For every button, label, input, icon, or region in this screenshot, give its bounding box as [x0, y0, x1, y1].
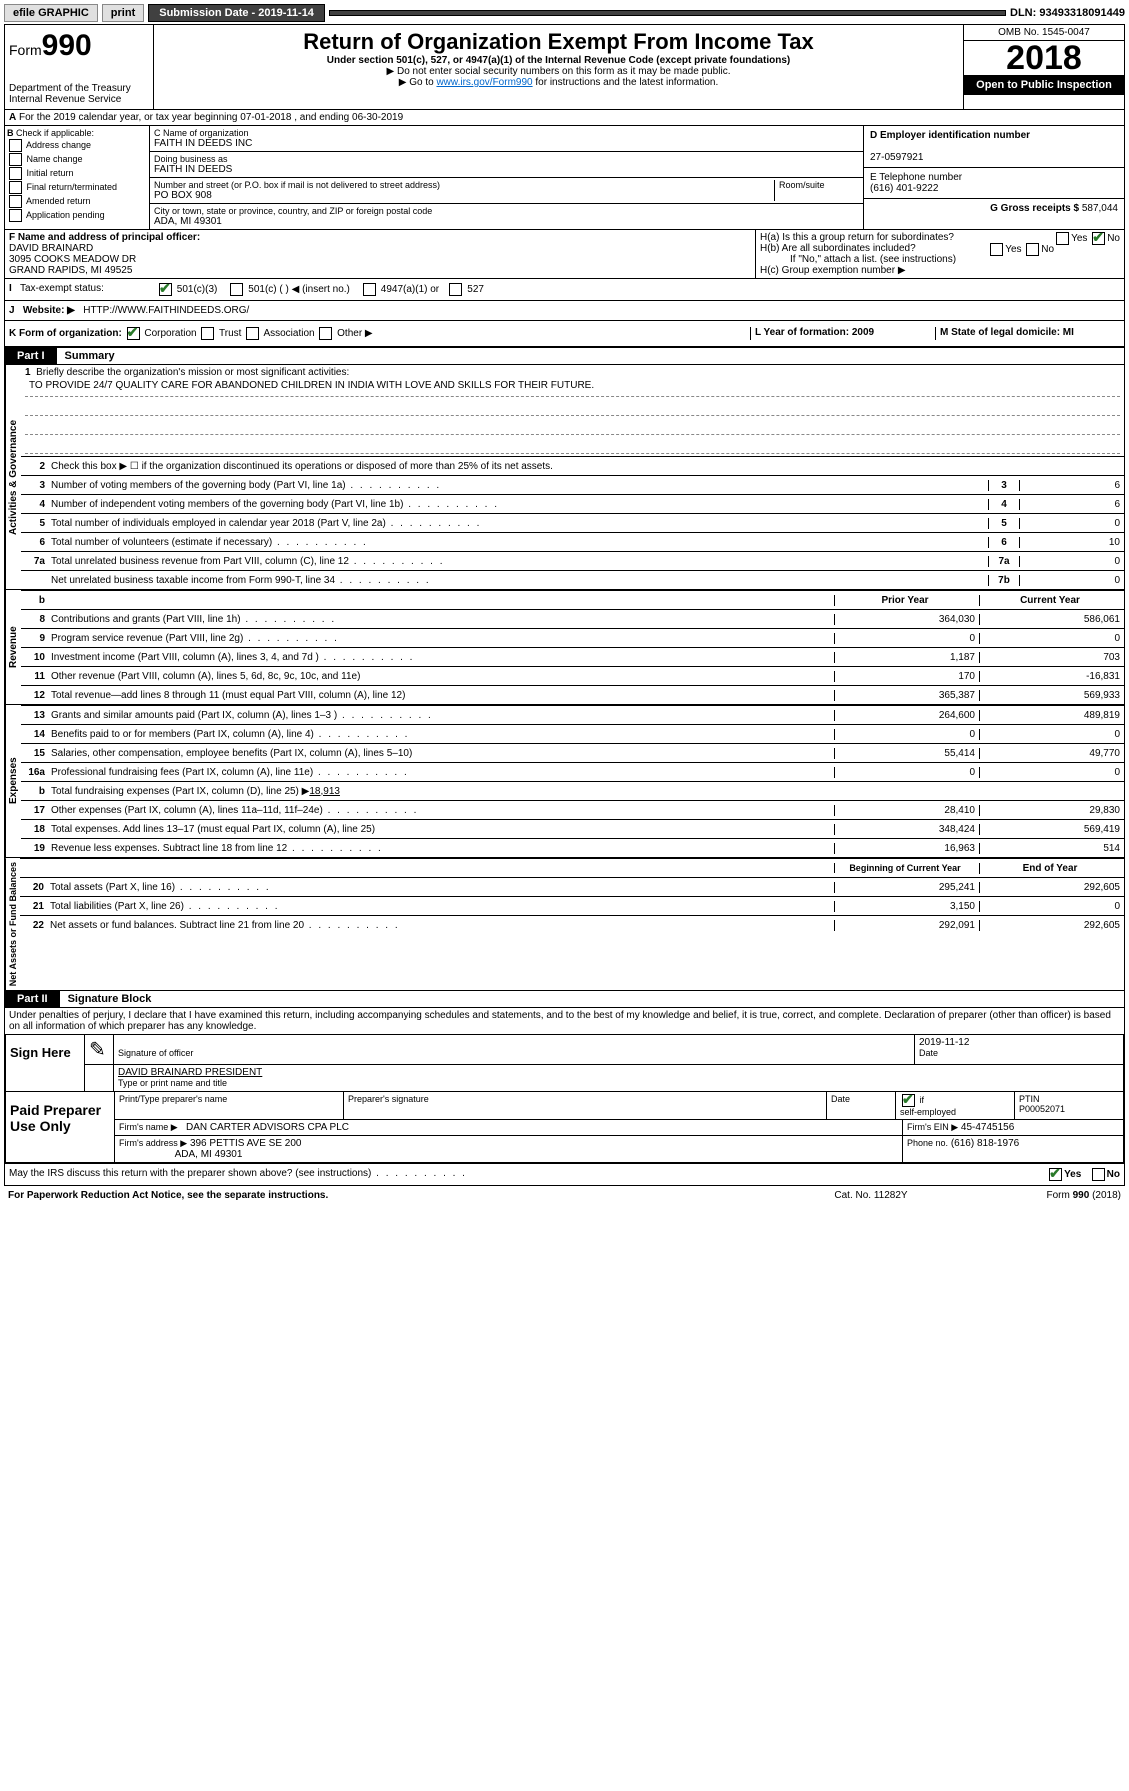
city-label: City or town, state or province, country…	[154, 206, 859, 216]
checkbox-application-pending[interactable]	[9, 209, 22, 222]
form-subtitle-1: Under section 501(c), 527, or 4947(a)(1)…	[158, 55, 959, 66]
sign-here-label: Sign Here	[6, 1035, 85, 1091]
form-subtitle-2: ▶ Do not enter social security numbers o…	[158, 66, 959, 77]
dept-treasury: Department of the Treasury	[9, 83, 149, 94]
phone-label: E Telephone number	[870, 172, 962, 183]
side-governance: Activities & Governance	[5, 365, 21, 589]
header-left: Form990 Department of the Treasury Inter…	[5, 25, 154, 109]
section-governance: Activities & Governance 1 Briefly descri…	[5, 365, 1124, 590]
status-501c3[interactable]	[159, 283, 172, 296]
part2-header: Part II Signature Block	[5, 991, 1124, 1008]
efile-button[interactable]: efile GRAPHIC	[4, 4, 98, 22]
discuss-no[interactable]	[1092, 1168, 1105, 1181]
discuss-row: May the IRS discuss this return with the…	[5, 1163, 1124, 1185]
k-other[interactable]	[319, 327, 332, 340]
form-container: Form990 Department of the Treasury Inter…	[4, 24, 1125, 1186]
side-expenses: Expenses	[5, 705, 21, 857]
form-title: Return of Organization Exempt From Incom…	[158, 29, 959, 55]
col-b: B Check if applicable: Address change Na…	[5, 126, 150, 229]
form-subtitle-3: ▶ Go to www.irs.gov/Form990 for instruct…	[158, 77, 959, 88]
perjury-statement: Under penalties of perjury, I declare th…	[5, 1008, 1124, 1034]
pra-notice: For Paperwork Reduction Act Notice, see …	[8, 1190, 771, 1201]
dba: FAITH IN DEEDS	[154, 164, 859, 175]
side-revenue: Revenue	[5, 590, 21, 704]
tax-year: 2018	[964, 41, 1124, 75]
org-name: FAITH IN DEEDS INC	[154, 138, 859, 149]
ein: 27-0597921	[870, 152, 923, 163]
box-h: H(a) Is this a group return for subordin…	[756, 230, 1124, 278]
k-assoc[interactable]	[246, 327, 259, 340]
dba-label: Doing business as	[154, 154, 859, 164]
print-button[interactable]: print	[102, 4, 144, 22]
city: ADA, MI 49301	[154, 216, 859, 227]
fh-row: F Name and address of principal officer:…	[5, 230, 1124, 279]
paid-preparer-block: Paid Preparer Use Only Print/Type prepar…	[5, 1092, 1124, 1163]
empty-bar	[329, 10, 1006, 16]
col-c: C Name of organization FAITH IN DEEDS IN…	[150, 126, 863, 229]
irs-label: Internal Revenue Service	[9, 94, 149, 105]
section-net-assets: Net Assets or Fund Balances Beginning of…	[5, 858, 1124, 991]
row-a: A For the 2019 calendar year, or tax yea…	[5, 110, 1124, 126]
submission-date: Submission Date - 2019-11-14	[148, 4, 325, 22]
header-mid: Return of Organization Exempt From Incom…	[154, 25, 963, 109]
dln: DLN: 93493318091449	[1010, 7, 1125, 19]
k-corp[interactable]	[127, 327, 140, 340]
gross-receipts: 587,044	[1082, 203, 1118, 214]
header-right: OMB No. 1545-0047 2018 Open to Public In…	[963, 25, 1124, 109]
form-prefix: Form	[9, 42, 42, 58]
ein-label: D Employer identification number	[870, 130, 1030, 141]
sign-block: Sign Here ✎ Signature of officer 2019-11…	[5, 1034, 1124, 1092]
org-name-label: C Name of organization	[154, 128, 859, 138]
part1-header: Part I Summary	[5, 348, 1124, 365]
ha-no[interactable]	[1092, 232, 1105, 245]
cat-no: Cat. No. 11282Y	[771, 1190, 971, 1201]
ha-yes[interactable]	[1056, 232, 1069, 245]
section-expenses: Expenses 13Grants and similar amounts pa…	[5, 705, 1124, 858]
checkbox-name-change[interactable]	[9, 153, 22, 166]
web-row: J Website: ▶ HTTP://WWW.FAITHINDEEDS.ORG…	[5, 301, 1124, 321]
website[interactable]: HTTP://WWW.FAITHINDEEDS.ORG/	[83, 305, 249, 316]
status-501c[interactable]	[230, 283, 243, 296]
checkbox-initial-return[interactable]	[9, 167, 22, 180]
hb-no[interactable]	[1026, 243, 1039, 256]
col-de: D Employer identification number 27-0597…	[863, 126, 1124, 229]
self-employed-check[interactable]	[902, 1094, 915, 1107]
form-number: 990	[42, 29, 92, 62]
checkbox-address-change[interactable]	[9, 139, 22, 152]
open-public: Open to Public Inspection	[964, 75, 1124, 95]
entity-grid: B Check if applicable: Address change Na…	[5, 126, 1124, 230]
status-4947[interactable]	[363, 283, 376, 296]
irs-link[interactable]: www.irs.gov/Form990	[436, 77, 532, 88]
k-trust[interactable]	[201, 327, 214, 340]
addr: PO BOX 908	[154, 190, 774, 201]
room-label: Room/suite	[774, 180, 859, 201]
status-row: I Tax-exempt status: 501(c)(3) 501(c) ( …	[5, 279, 1124, 301]
box-f: F Name and address of principal officer:…	[5, 230, 756, 278]
mission-text: TO PROVIDE 24/7 QUALITY CARE FOR ABANDON…	[25, 378, 1120, 397]
footer: For Paperwork Reduction Act Notice, see …	[4, 1186, 1125, 1205]
side-net: Net Assets or Fund Balances	[5, 858, 20, 990]
addr-label: Number and street (or P.O. box if mail i…	[154, 180, 774, 190]
phone: (616) 401-9222	[870, 183, 938, 194]
top-bar: efile GRAPHIC print Submission Date - 20…	[4, 4, 1125, 22]
paid-preparer-label: Paid Preparer Use Only	[6, 1092, 115, 1162]
k-row: K Form of organization: Corporation Trus…	[5, 321, 1124, 348]
hb-yes[interactable]	[990, 243, 1003, 256]
gross-receipts-label: G Gross receipts $	[990, 203, 1079, 214]
form-header: Form990 Department of the Treasury Inter…	[5, 25, 1124, 110]
status-527[interactable]	[449, 283, 462, 296]
checkbox-amended-return[interactable]	[9, 195, 22, 208]
section-revenue: Revenue bPrior YearCurrent Year 8Contrib…	[5, 590, 1124, 705]
discuss-yes[interactable]	[1049, 1168, 1062, 1181]
checkbox-final-return[interactable]	[9, 181, 22, 194]
form-ref: Form 990 (2018)	[971, 1190, 1121, 1201]
